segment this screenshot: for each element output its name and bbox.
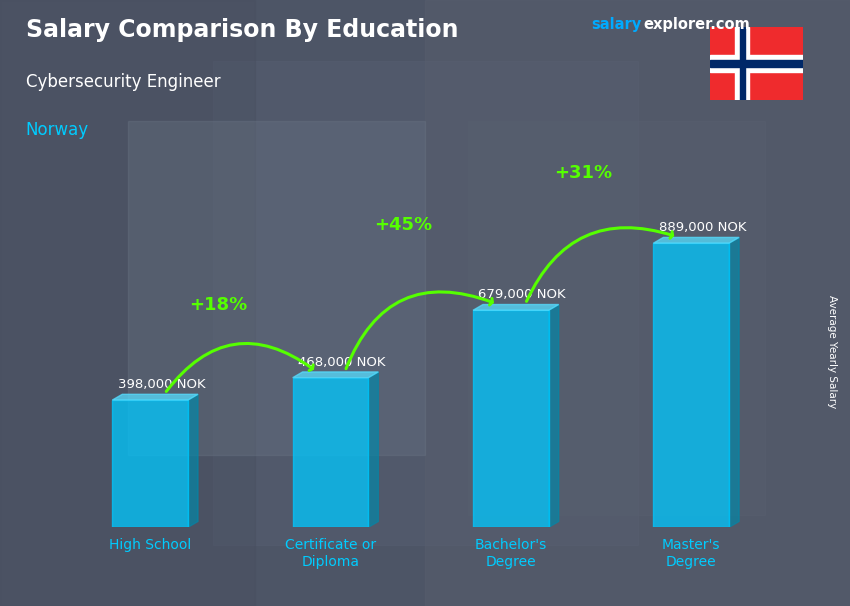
- Polygon shape: [549, 304, 558, 527]
- Text: salary: salary: [591, 17, 641, 32]
- Bar: [735, 27, 750, 100]
- Bar: [710, 61, 803, 67]
- Polygon shape: [368, 372, 378, 527]
- Polygon shape: [188, 395, 198, 527]
- Polygon shape: [292, 372, 378, 378]
- Text: +31%: +31%: [554, 164, 612, 182]
- Text: Norway: Norway: [26, 121, 88, 139]
- Bar: [292, 378, 368, 527]
- Bar: [710, 55, 803, 72]
- Text: explorer.com: explorer.com: [643, 17, 751, 32]
- Bar: [425, 0, 850, 606]
- Text: 398,000 NOK: 398,000 NOK: [118, 378, 206, 391]
- Text: +45%: +45%: [374, 216, 432, 233]
- Text: 889,000 NOK: 889,000 NOK: [659, 221, 746, 234]
- Text: 468,000 NOK: 468,000 NOK: [298, 356, 386, 368]
- Text: Salary Comparison By Education: Salary Comparison By Education: [26, 18, 458, 42]
- Bar: [0, 0, 255, 606]
- Bar: [473, 310, 549, 527]
- Bar: [212, 61, 638, 545]
- Bar: [128, 121, 425, 454]
- Bar: [654, 243, 729, 527]
- Text: 679,000 NOK: 679,000 NOK: [479, 288, 566, 301]
- Polygon shape: [112, 395, 198, 400]
- Bar: [468, 121, 765, 515]
- Bar: [112, 400, 188, 527]
- Polygon shape: [473, 304, 558, 310]
- Polygon shape: [729, 238, 740, 527]
- Text: Cybersecurity Engineer: Cybersecurity Engineer: [26, 73, 220, 91]
- Text: Average Yearly Salary: Average Yearly Salary: [827, 295, 837, 408]
- Bar: [740, 27, 745, 100]
- Polygon shape: [654, 238, 740, 243]
- Text: +18%: +18%: [190, 296, 248, 314]
